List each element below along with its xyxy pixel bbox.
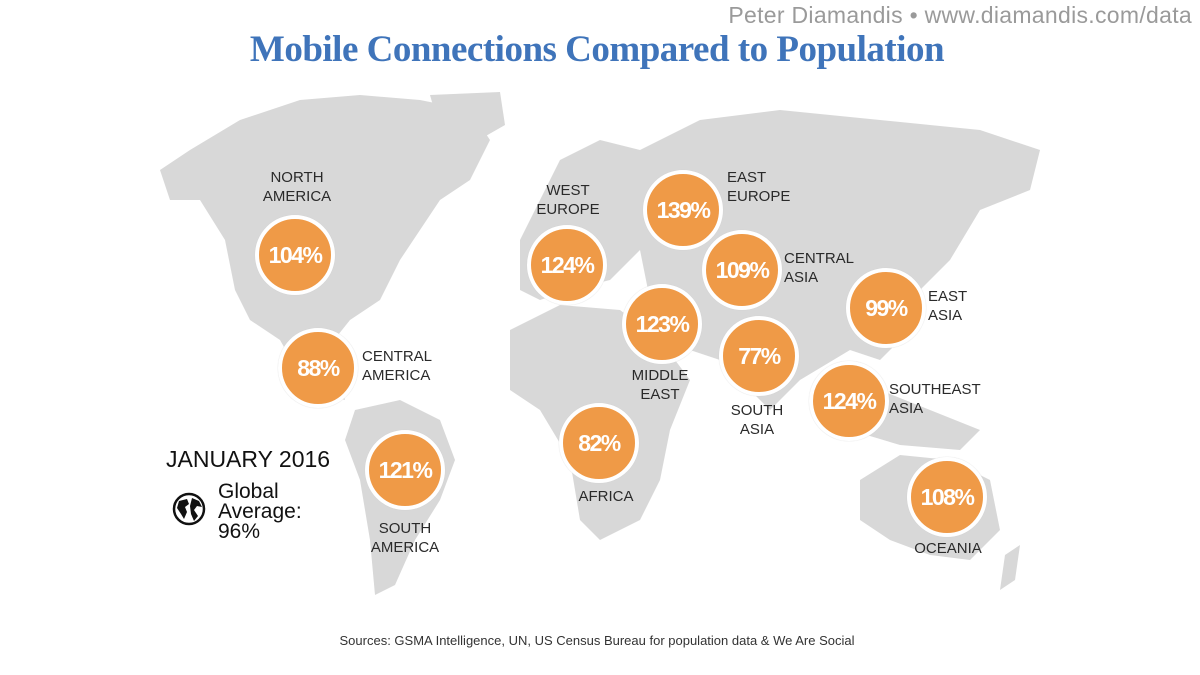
global-average-label: Global bbox=[218, 480, 279, 503]
label-middle-east: Middle East bbox=[631, 367, 689, 403]
global-average: Global Average: 96% bbox=[218, 480, 302, 543]
label-north-america: North America bbox=[262, 169, 332, 205]
label-southeast-asia: Southeast Asia bbox=[889, 381, 981, 417]
bubble-south-america: 121% bbox=[365, 430, 445, 510]
bubble-west-europe: 124% bbox=[527, 225, 607, 305]
label-central-asia: Central Asia bbox=[784, 250, 854, 286]
bubble-southeast-asia: 124% bbox=[809, 361, 889, 441]
label-west-europe: West Europe bbox=[536, 182, 600, 218]
date-label: JANUARY 2016 bbox=[166, 446, 331, 472]
new-zealand-land bbox=[1000, 545, 1020, 590]
bubble-north-america: 104% bbox=[255, 215, 335, 295]
label-south-america: South America bbox=[370, 520, 440, 556]
bubble-africa: 82% bbox=[559, 403, 639, 483]
global-average-value: 96% bbox=[218, 520, 261, 543]
bubble-central-america: 88% bbox=[278, 328, 358, 408]
author-credit: Peter Diamandis • www.diamandis.com/data bbox=[728, 2, 1192, 28]
sources-note: Sources: GSMA Intelligence, UN, US Censu… bbox=[339, 633, 855, 648]
bubble-east-asia: 99% bbox=[846, 268, 926, 348]
greenland-land bbox=[430, 92, 505, 145]
bubble-south-asia: 77% bbox=[719, 316, 799, 396]
label-east-europe: East Europe bbox=[727, 169, 791, 205]
bubble-east-europe: 139% bbox=[643, 170, 723, 250]
label-oceania: Oceania bbox=[914, 540, 982, 557]
globe-icon bbox=[172, 492, 206, 526]
label-central-america: Central America bbox=[362, 348, 432, 384]
bubble-central-asia: 109% bbox=[702, 230, 782, 310]
bubble-middle-east: 123% bbox=[622, 284, 702, 364]
label-south-asia: South Asia bbox=[730, 402, 784, 438]
label-east-asia: East Asia bbox=[928, 288, 967, 324]
global-average-label-2: Average: bbox=[218, 500, 302, 523]
page-title: Mobile Connections Compared to Populatio… bbox=[249, 29, 945, 70]
label-africa: Africa bbox=[578, 488, 634, 505]
bubble-oceania: 108% bbox=[907, 457, 987, 537]
